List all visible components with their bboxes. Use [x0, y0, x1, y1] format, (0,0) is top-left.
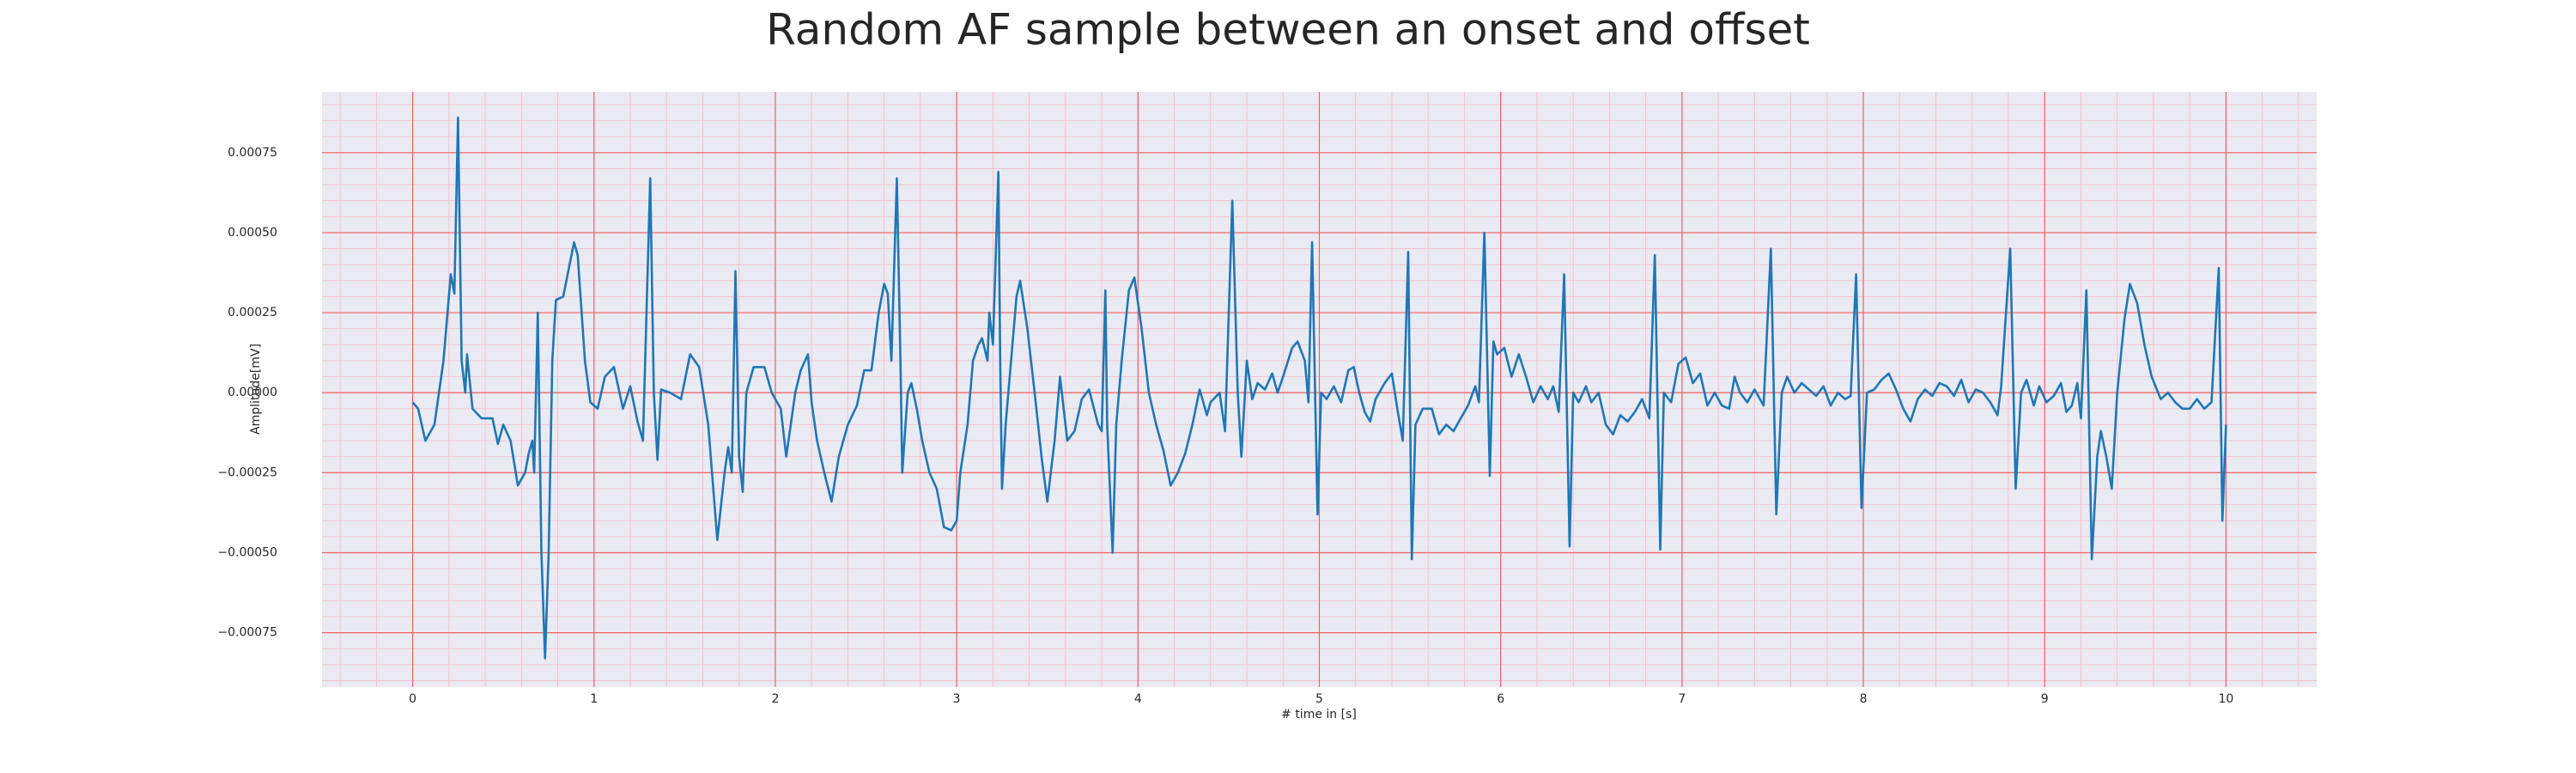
x-tick-label: 7: [1678, 692, 1686, 706]
x-tick-label: 6: [1497, 692, 1504, 706]
x-tick-label: 9: [2041, 692, 2049, 706]
x-axis-label: # time in [s]: [1281, 708, 1357, 721]
y-tick-label: 0.00000: [228, 386, 277, 399]
y-tick-label: −0.00025: [217, 466, 277, 479]
y-tick-label: 0.00050: [228, 226, 277, 240]
x-tick-label: 0: [409, 692, 416, 706]
x-tick-label: 1: [590, 692, 598, 706]
x-tick-label: 3: [953, 692, 961, 706]
x-tick-label: 8: [1860, 692, 1868, 706]
signal-line: [411, 116, 2227, 660]
y-axis-label: Amplitude[mV]: [249, 344, 263, 435]
x-tick-label: 10: [2218, 692, 2233, 706]
x-tick-label: 2: [771, 692, 779, 706]
y-tick-label: −0.00075: [217, 626, 277, 640]
y-tick-label: 0.00025: [228, 306, 277, 320]
x-tick-label: 4: [1134, 692, 1142, 706]
marks: [411, 116, 2227, 660]
y-tick-label: 0.00075: [228, 146, 277, 160]
chart-title: Random AF sample between an onset and of…: [766, 5, 1810, 55]
y-tick-label: −0.00050: [217, 546, 277, 560]
x-tick-label: 5: [1315, 692, 1323, 706]
